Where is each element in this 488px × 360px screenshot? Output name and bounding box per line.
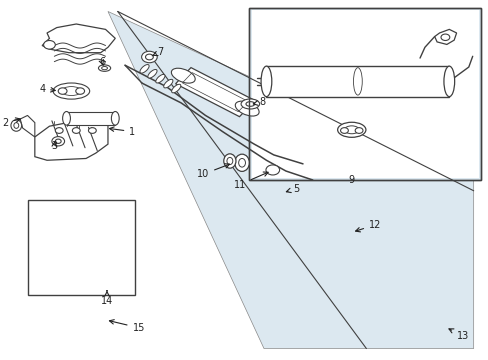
Text: 5: 5 — [286, 184, 299, 194]
Circle shape — [72, 128, 80, 134]
Circle shape — [76, 88, 84, 94]
Ellipse shape — [337, 122, 365, 137]
Ellipse shape — [443, 66, 454, 96]
Ellipse shape — [98, 65, 110, 71]
Text: 1: 1 — [109, 127, 135, 136]
Ellipse shape — [62, 112, 70, 125]
Ellipse shape — [14, 123, 19, 129]
Text: 3: 3 — [51, 140, 57, 150]
Bar — [249, 8, 480, 180]
Ellipse shape — [111, 112, 119, 125]
Ellipse shape — [226, 157, 232, 165]
Text: 14: 14 — [101, 291, 113, 306]
Polygon shape — [42, 24, 115, 53]
Ellipse shape — [156, 75, 164, 83]
Circle shape — [440, 34, 449, 41]
Polygon shape — [175, 68, 254, 117]
Ellipse shape — [241, 99, 259, 109]
Polygon shape — [35, 119, 108, 160]
Ellipse shape — [245, 102, 254, 106]
Circle shape — [354, 128, 362, 134]
Circle shape — [55, 128, 63, 134]
Text: 9: 9 — [348, 175, 354, 185]
Circle shape — [55, 139, 61, 143]
Polygon shape — [434, 30, 456, 44]
Circle shape — [52, 136, 64, 146]
Ellipse shape — [171, 84, 181, 93]
Circle shape — [43, 41, 55, 49]
Text: 12: 12 — [355, 220, 381, 232]
Polygon shape — [266, 66, 448, 96]
Circle shape — [58, 88, 67, 94]
Polygon shape — [20, 116, 35, 137]
Polygon shape — [108, 12, 473, 348]
Ellipse shape — [102, 67, 107, 70]
Bar — [251, 10, 478, 178]
Text: 10: 10 — [197, 164, 229, 179]
Text: 13: 13 — [448, 329, 468, 341]
Polygon shape — [66, 112, 115, 125]
Ellipse shape — [163, 79, 173, 88]
Ellipse shape — [53, 83, 89, 99]
Text: 8: 8 — [253, 97, 265, 107]
Text: 6: 6 — [99, 57, 105, 67]
Text: 7: 7 — [152, 47, 163, 57]
Bar — [249, 8, 480, 180]
Circle shape — [88, 128, 96, 134]
Bar — [27, 200, 135, 295]
Text: 4: 4 — [39, 84, 55, 94]
Circle shape — [145, 54, 153, 60]
Ellipse shape — [140, 64, 149, 73]
Ellipse shape — [171, 68, 195, 83]
Text: 11: 11 — [233, 172, 267, 190]
Circle shape — [265, 165, 279, 175]
Text: 2: 2 — [2, 118, 20, 128]
Ellipse shape — [235, 101, 259, 116]
Ellipse shape — [147, 69, 157, 78]
Circle shape — [340, 128, 347, 134]
Ellipse shape — [234, 154, 249, 171]
Ellipse shape — [224, 154, 236, 168]
Circle shape — [142, 51, 157, 63]
Ellipse shape — [261, 66, 271, 96]
Ellipse shape — [238, 158, 245, 167]
Text: 15: 15 — [109, 320, 144, 333]
Ellipse shape — [344, 126, 358, 134]
Ellipse shape — [11, 120, 21, 131]
